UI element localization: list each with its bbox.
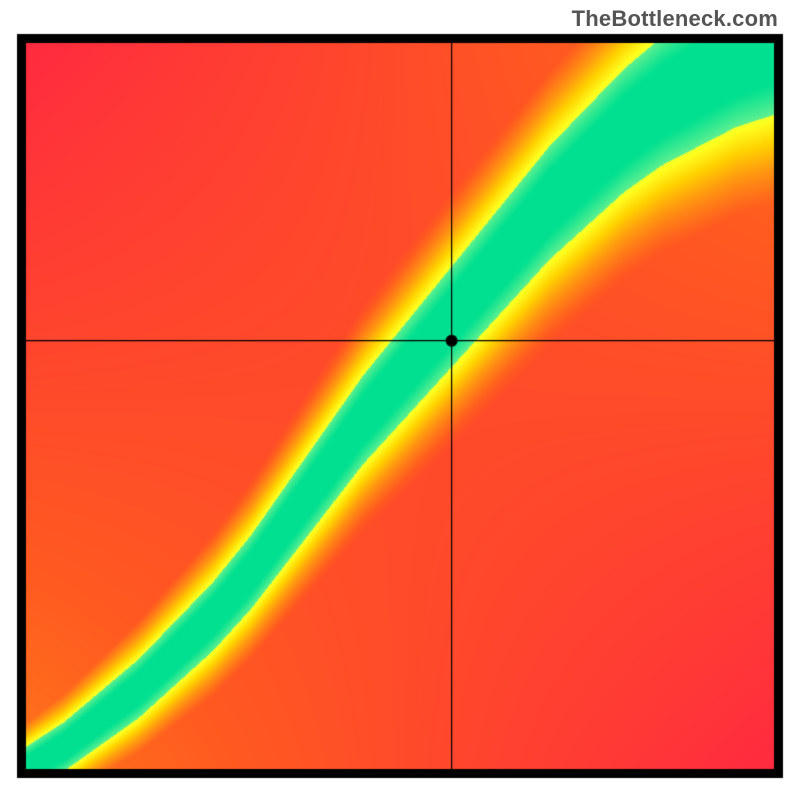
heatmap-canvas [0,0,800,800]
chart-container: TheBottleneck.com [0,0,800,800]
watermark-text: TheBottleneck.com [572,6,778,32]
